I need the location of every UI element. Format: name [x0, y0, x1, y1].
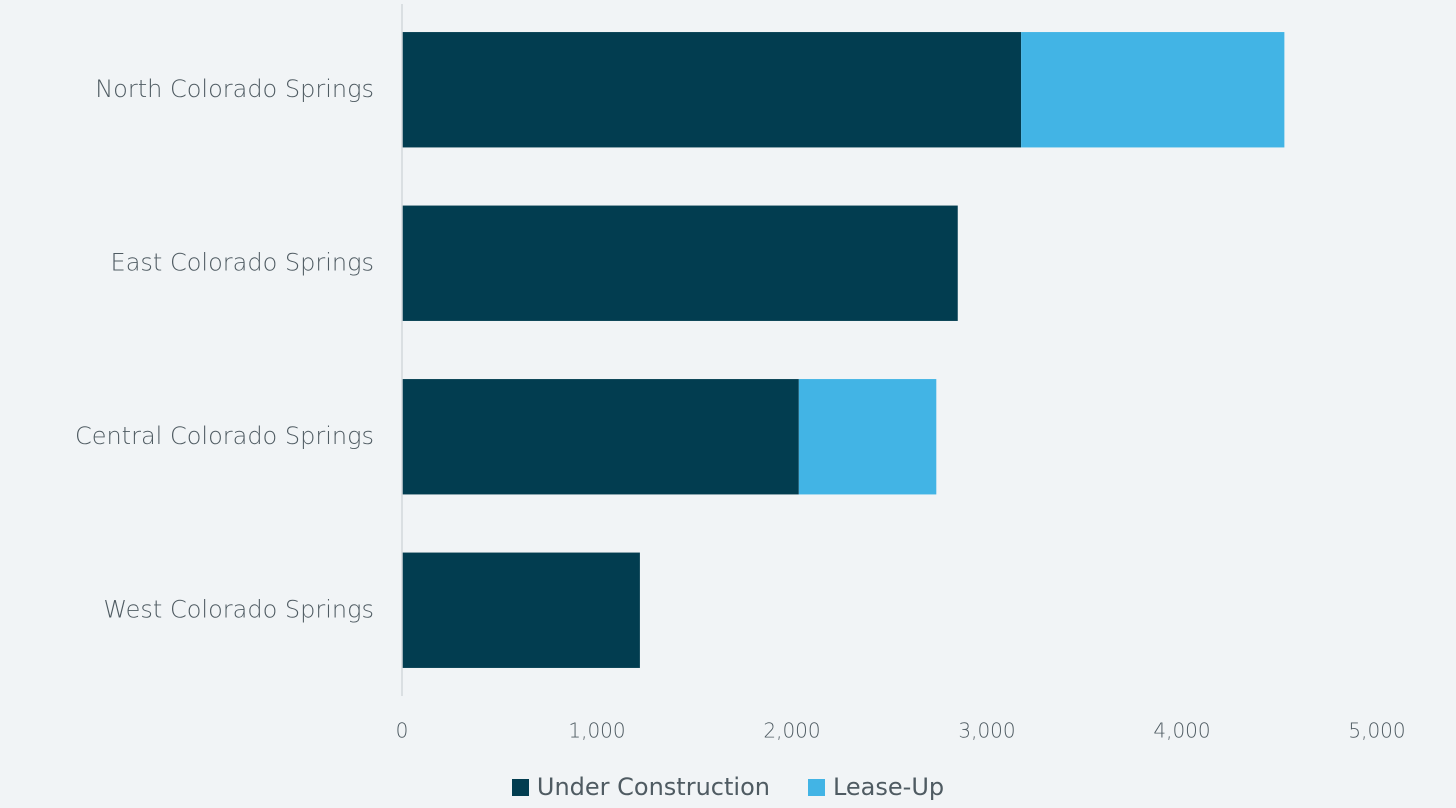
bar-central-colorado-springs-lease-up [798, 379, 937, 495]
x-tick-label: 2,000 [763, 719, 820, 743]
bar-north-colorado-springs-lease-up [1021, 32, 1285, 148]
category-label-east-colorado-springs: East Colorado Springs [111, 248, 374, 276]
x-tick-label: 1,000 [568, 719, 625, 743]
bar-north-colorado-springs-under-construction [402, 32, 1022, 148]
legend-item-under-construction: Under Construction [511, 773, 770, 801]
legend-swatch-under-construction [511, 778, 529, 796]
category-label-central-colorado-springs: Central Colorado Springs [75, 422, 374, 450]
category-label-west-colorado-springs: West Colorado Springs [103, 595, 374, 623]
bar-central-colorado-springs-under-construction [402, 379, 799, 495]
legend-label-lease-up: Lease-Up [832, 773, 945, 801]
x-tick-label: 4,000 [1153, 719, 1210, 743]
x-tick-label: 0 [396, 719, 409, 743]
x-tick-label: 3,000 [958, 719, 1015, 743]
legend-swatch-lease-up [807, 778, 825, 796]
category-label-north-colorado-springs: North Colorado Springs [95, 75, 374, 103]
x-tick-label: 5,000 [1348, 719, 1405, 743]
legend: Under Construction Lease-Up [0, 770, 1456, 804]
bar-west-colorado-springs-under-construction [402, 552, 640, 668]
legend-item-lease-up: Lease-Up [807, 773, 945, 801]
legend-label-under-construction: Under Construction [536, 773, 770, 801]
bar-east-colorado-springs-under-construction [402, 205, 958, 321]
